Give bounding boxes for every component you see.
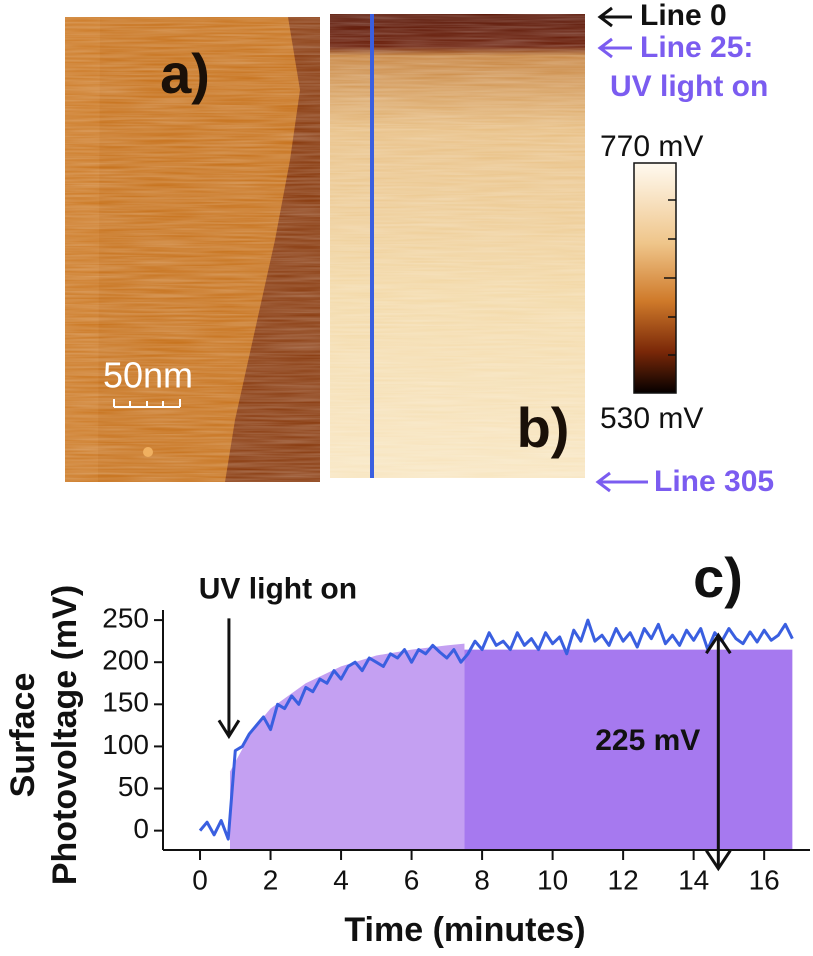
arrow-head: [705, 849, 732, 872]
x-tick-label: 4: [333, 864, 349, 895]
scale-bar: [113, 399, 181, 408]
y-tick-label: 100: [102, 729, 149, 760]
x-tick-label: 8: [474, 864, 490, 895]
x-tick-label: 16: [749, 864, 780, 895]
panel-label: c): [693, 546, 743, 609]
colorbar-min: 530 mV: [600, 402, 703, 435]
line-chart: 0 50 100 150 200 250 0 2 4 6 8 10 12 14 16 Time (minute…: [4, 546, 810, 949]
x-tick-label: 12: [608, 864, 639, 895]
y-axis-label: Surface: [4, 673, 42, 798]
x-tick-label: 0: [192, 864, 208, 895]
y-axis-label: Photovoltage (mV): [46, 585, 84, 885]
x-tick-label: 2: [263, 864, 279, 895]
panel-label: b): [517, 396, 570, 459]
y-tick-label: 150: [102, 687, 149, 718]
line-marker-label: UV light on: [610, 70, 768, 103]
annotation-label: UV light on: [199, 572, 357, 605]
annotation-label: 225 mV: [595, 724, 700, 757]
x-tick-label: 10: [537, 864, 568, 895]
x-axis-label: Time (minutes): [344, 911, 585, 949]
y-tick-label: 50: [118, 771, 149, 802]
x-tick-label: 14: [678, 864, 709, 895]
line-marker-label: Line 0: [640, 0, 727, 32]
arrow-head: [217, 719, 241, 740]
arrow-head: [705, 632, 732, 655]
line-marker-label: Line 305: [654, 465, 774, 498]
y-tick-label: 0: [133, 813, 149, 844]
data-line: [198, 618, 794, 841]
panel-label: a): [160, 42, 210, 105]
afm-topography: [65, 17, 320, 482]
y-tick-label: 200: [102, 645, 149, 676]
afm-photovoltage: [330, 14, 585, 478]
scale-bar-label: 50nm: [103, 355, 193, 396]
line-marker-label: Line 25:: [640, 31, 753, 64]
colorbar: [633, 162, 677, 394]
x-tick-label: 6: [404, 864, 420, 895]
line-markers: [595, 6, 648, 493]
shaded-area: [464, 649, 793, 850]
shaded-area: [229, 643, 465, 850]
y-tick-label: 250: [102, 602, 149, 633]
colorbar-max: 770 mV: [600, 130, 703, 163]
